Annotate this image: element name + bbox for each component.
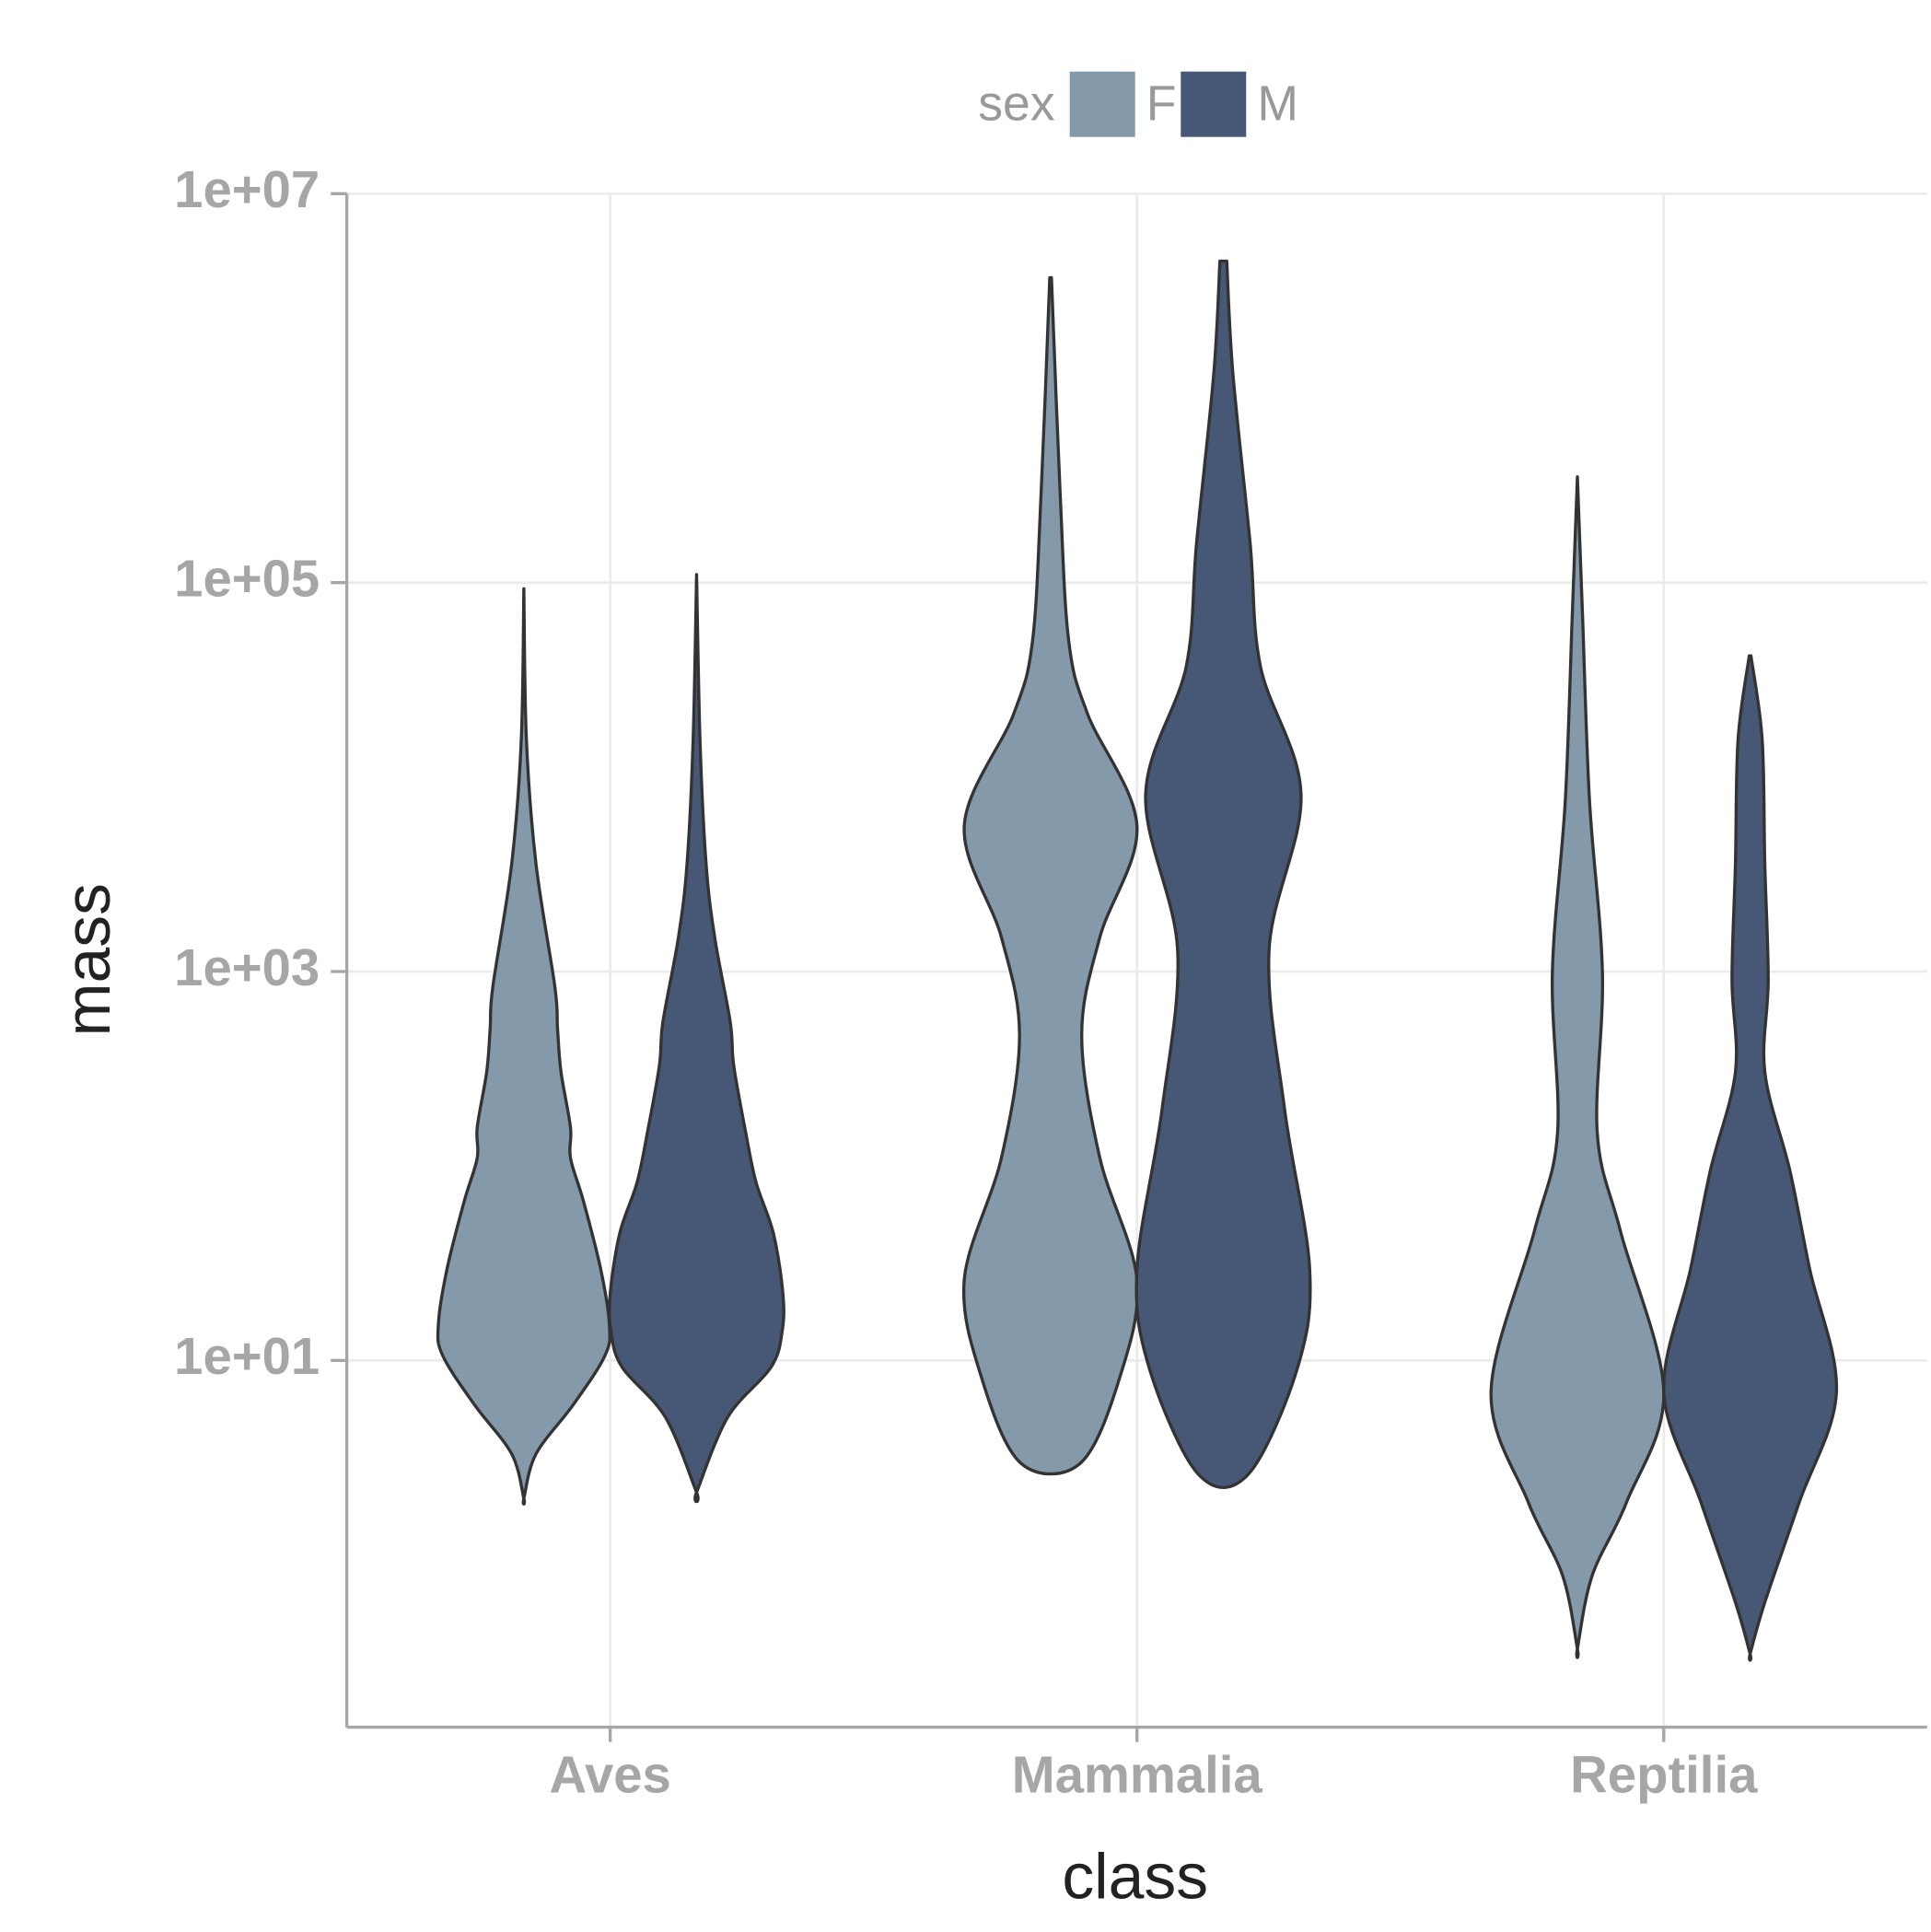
legend-label: F xyxy=(1146,76,1177,132)
violin xyxy=(608,573,785,1504)
legend-swatch xyxy=(1181,71,1247,137)
violin xyxy=(436,587,611,1506)
violin xyxy=(1489,475,1666,1659)
x-axis-title: class xyxy=(1062,1840,1208,1912)
legend-title: sex xyxy=(978,76,1055,132)
legend-swatch xyxy=(1069,71,1135,137)
y-tick-label: 1e+01 xyxy=(174,1327,320,1385)
x-tick-label: Aves xyxy=(549,1746,670,1804)
y-tick-label: 1e+05 xyxy=(174,550,320,608)
x-tick-label: Mammalia xyxy=(1012,1746,1263,1804)
legend-label: M xyxy=(1257,76,1298,132)
y-tick-label: 1e+07 xyxy=(174,160,320,218)
y-tick-label: 1e+03 xyxy=(174,938,320,996)
violin xyxy=(1662,654,1839,1662)
y-axis-title: mass xyxy=(52,883,123,1036)
x-tick-label: Reptilia xyxy=(1570,1746,1758,1804)
violin xyxy=(961,275,1139,1476)
violin xyxy=(1134,259,1312,1489)
